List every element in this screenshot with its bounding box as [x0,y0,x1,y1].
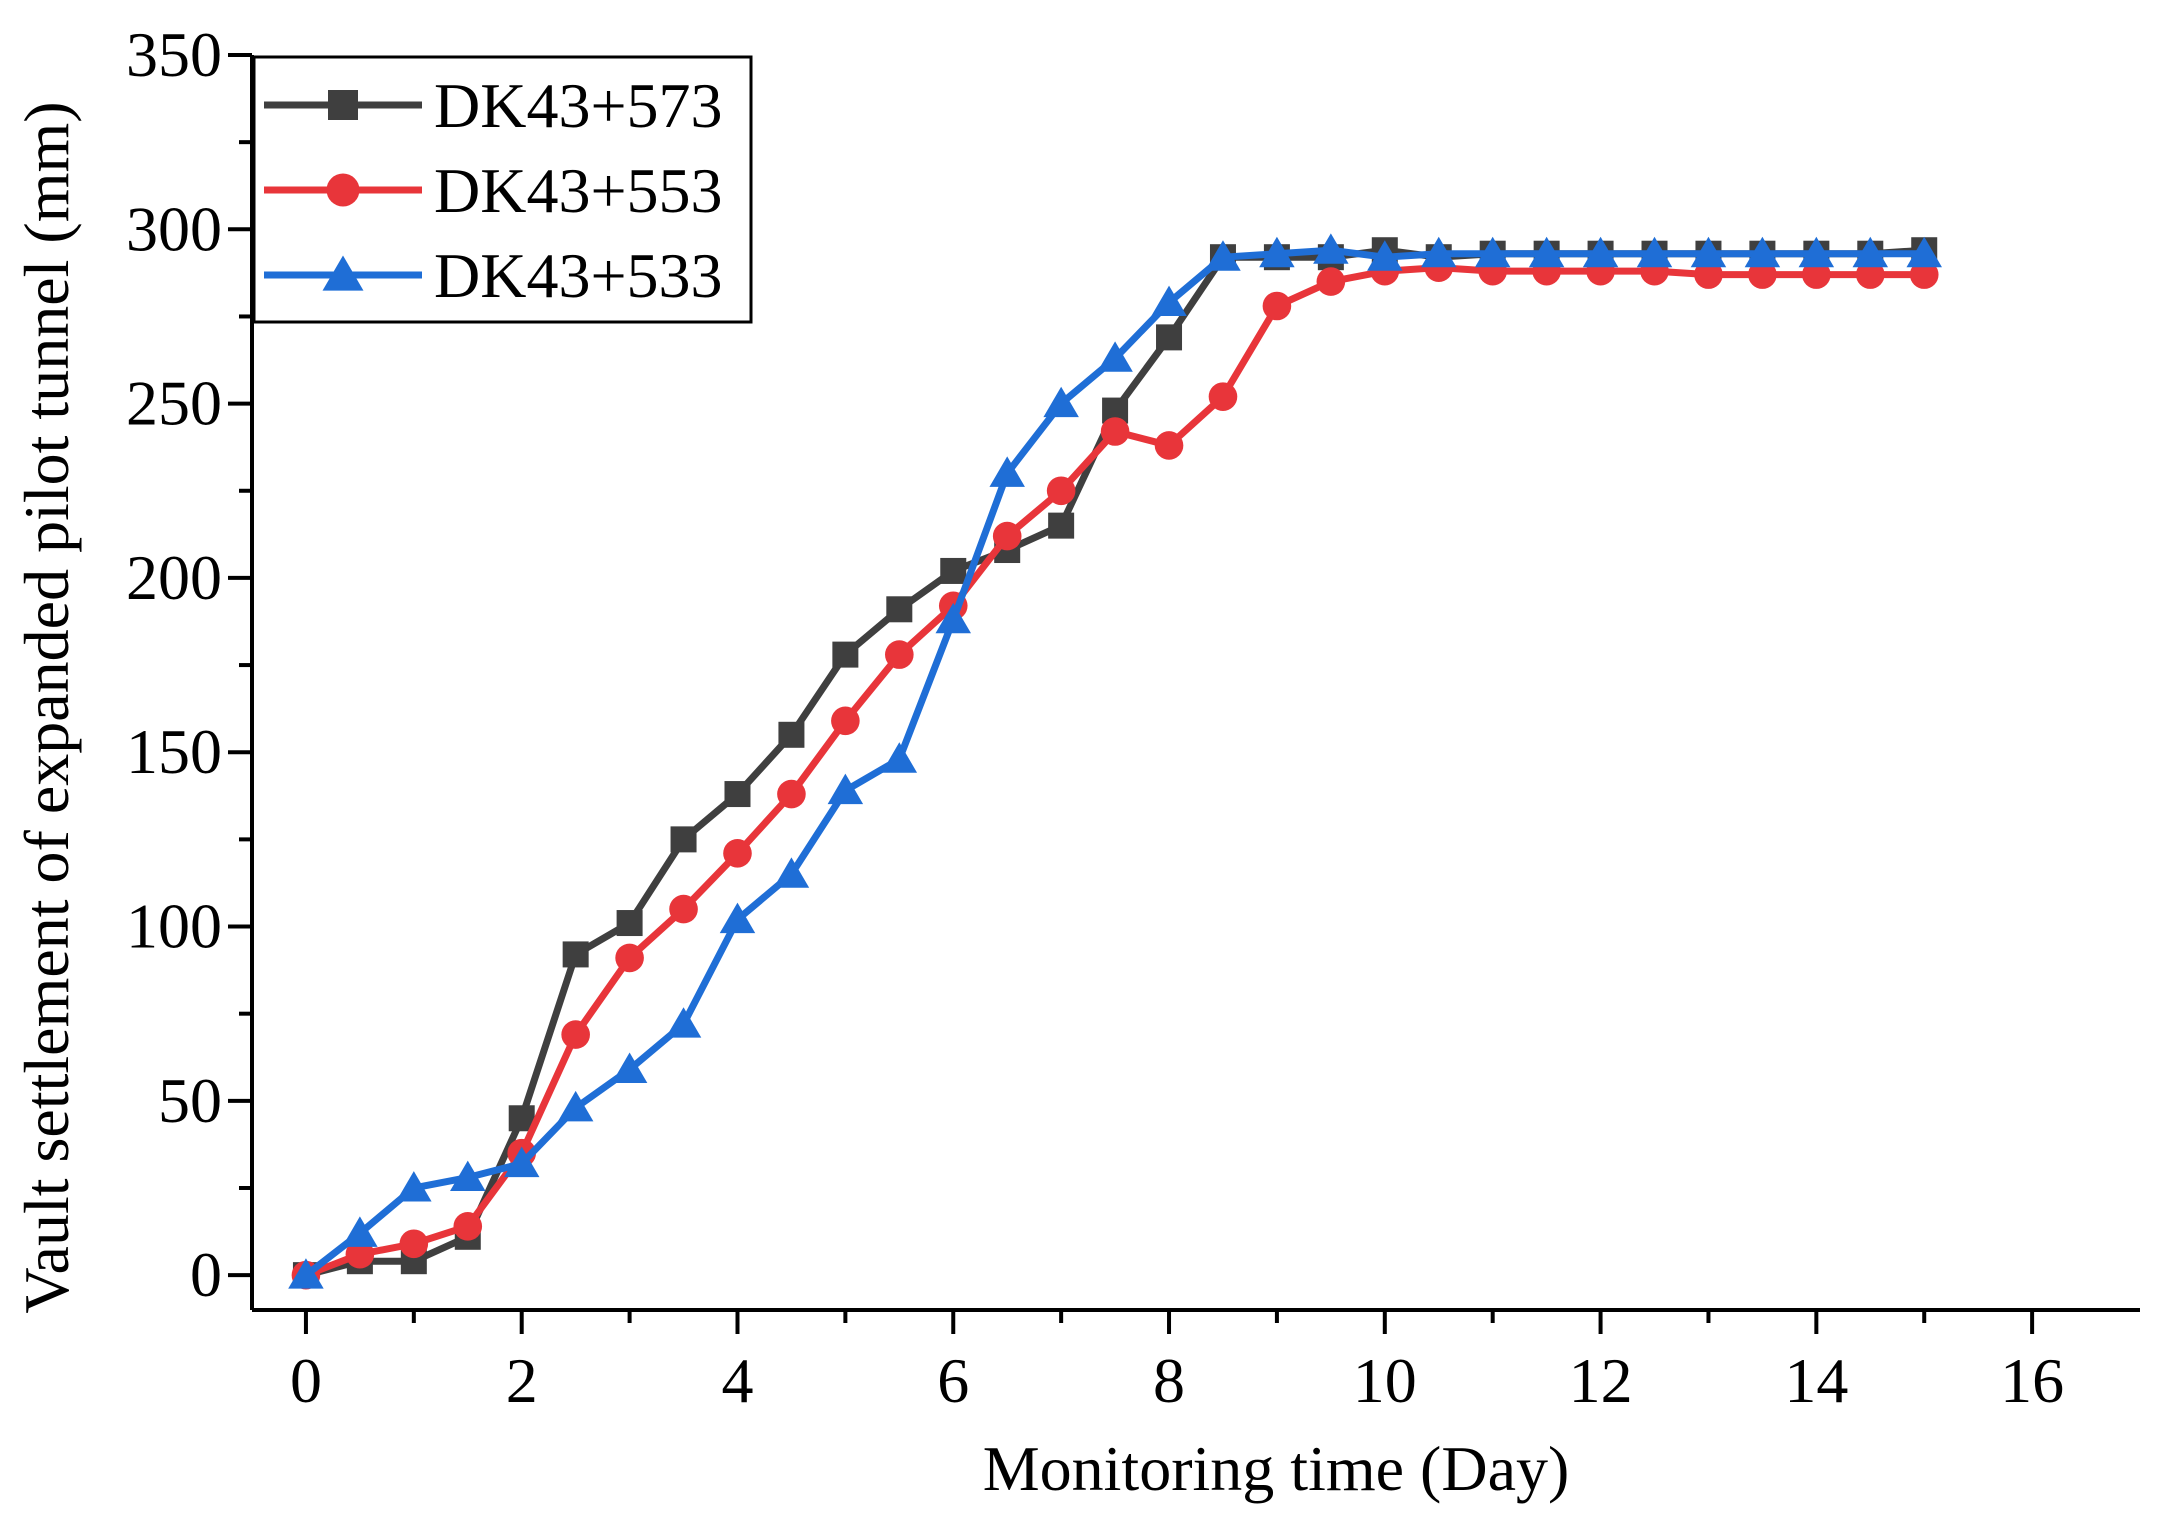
legend-marker [326,173,360,207]
data-point [1694,260,1723,289]
data-point [935,602,972,634]
y-tick-label: 350 [126,19,222,90]
data-point [1528,236,1565,268]
data-point [1259,236,1295,268]
data-point [1367,240,1403,271]
data-point [1420,236,1457,268]
data-point [719,902,756,934]
x-tick-label: 12 [1569,1345,1633,1416]
y-tick-label: 0 [190,1239,222,1310]
legend: DK43+573 DK43+553 DK43+533 [252,55,753,324]
legend-marker [322,255,364,291]
data-point [881,742,918,773]
data-point [670,826,697,853]
data-point [1156,324,1183,351]
data-point [1208,382,1238,411]
data-point [1205,240,1241,271]
y-tick-label: 100 [126,891,222,962]
data-point [669,894,698,924]
y-tick-label: 250 [126,368,222,439]
y-tick-label: 200 [126,542,222,613]
legend-item: DK43+533 [264,240,723,311]
data-point [1798,236,1835,268]
legend-label: DK43+573 [434,70,723,141]
data-point [940,557,967,584]
data-point [345,1239,375,1269]
data-point [342,1216,378,1247]
data-point [832,641,859,668]
data-point [723,839,752,868]
data-point [562,941,589,968]
data-point [1100,417,1130,446]
data-point [615,943,644,973]
data-point [450,1160,486,1192]
series-DK43+533 [288,233,1942,1289]
data-point [503,1146,540,1178]
x-tick-label: 10 [1353,1345,1417,1416]
series-lines [288,233,1942,1290]
data-point [1046,476,1076,506]
data-point [1909,260,1939,289]
legend-marker [328,90,358,120]
data-point [777,779,806,809]
data-point [1855,260,1885,289]
x-tick-label: 8 [1153,1345,1185,1416]
x-tick-label: 2 [506,1345,538,1416]
data-point [453,1212,483,1241]
x-tick-label: 16 [2000,1345,2064,1416]
y-axis-title: Vault settlement of expanded pilot tunne… [11,101,82,1313]
data-point [886,596,913,623]
x-tick-label: 4 [721,1345,753,1416]
data-point [989,456,1025,487]
data-point [1151,285,1187,317]
data-point [1582,236,1619,268]
data-point [611,1052,648,1083]
x-tick-label: 6 [937,1345,969,1416]
legend-item: DK43+573 [264,70,723,141]
data-point [778,721,805,748]
data-point [1744,236,1781,268]
data-point [561,1020,590,1049]
data-point [1316,267,1346,296]
data-point [1852,236,1889,268]
x-tick-label: 0 [290,1345,322,1416]
data-point [1802,260,1831,289]
x-tick-label: 14 [1784,1345,1848,1416]
data-point [288,1258,324,1289]
data-point [1748,260,1777,289]
data-point [557,1090,594,1122]
data-point [831,706,860,736]
data-point [665,1007,702,1038]
series-DK43+573 [292,237,1938,1289]
data-point [724,781,751,808]
data-point [992,521,1022,551]
data-point [1262,291,1292,321]
data-point [1636,236,1673,268]
data-point [1313,233,1349,264]
data-point [1690,236,1727,268]
data-point [885,640,914,669]
data-point [773,857,810,888]
data-point [1906,236,1942,268]
data-point [1154,431,1184,460]
legend-label: DK43+533 [434,240,723,311]
data-point [827,773,864,805]
legend-label: DK43+553 [434,155,723,226]
legend-item: DK43+553 [264,155,723,226]
y-tick-label: 300 [126,193,222,264]
data-point [1097,341,1133,372]
data-point [1043,386,1079,418]
y-tick-label: 50 [158,1065,222,1136]
data-point [1048,512,1075,539]
axes: 0 2 4 6 8 10 12 14 16 0 50 100 150 200 250 300 350 [126,19,2140,1416]
data-point [1474,236,1511,268]
data-point [396,1171,432,1202]
data-point [399,1229,429,1259]
data-point [616,910,643,937]
x-axis-title: Monitoring time (Day) [983,1433,1570,1504]
y-tick-label: 150 [126,716,222,787]
